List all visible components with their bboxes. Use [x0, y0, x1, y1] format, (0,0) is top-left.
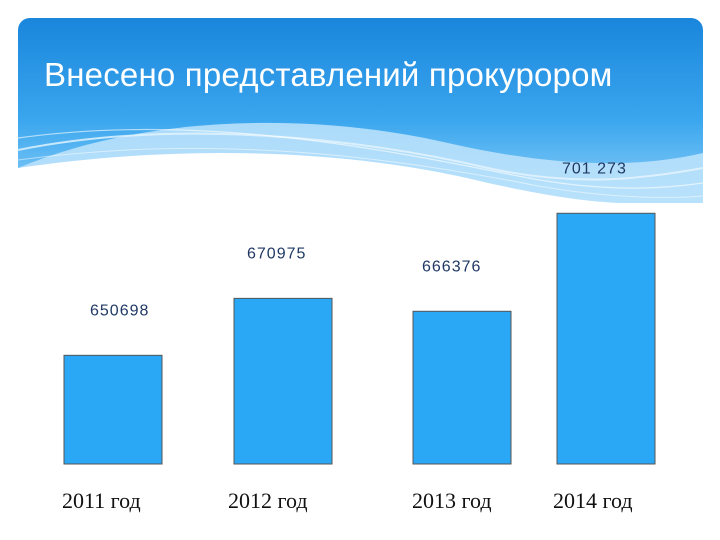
- x-tick-label-1: 2011 год: [62, 488, 141, 513]
- x-tick-label-2: 2012 год: [228, 488, 308, 513]
- title-banner: [18, 18, 703, 203]
- bar-4: [556, 212, 656, 465]
- data-label-2: 670975: [247, 245, 306, 262]
- bar-3: [412, 310, 512, 465]
- x-tick-label-4: 2014 год: [553, 488, 633, 513]
- data-label-1: 650698: [90, 302, 149, 319]
- bar-2: [233, 297, 333, 465]
- data-label-3: 666376: [422, 258, 481, 275]
- bar-1: [63, 354, 163, 465]
- banner-background: [18, 18, 703, 203]
- x-tick-label-3: 2013 год: [412, 488, 492, 513]
- data-label-4: 701 273: [562, 160, 627, 177]
- page-title: Внесено представлений прокурором: [44, 56, 613, 93]
